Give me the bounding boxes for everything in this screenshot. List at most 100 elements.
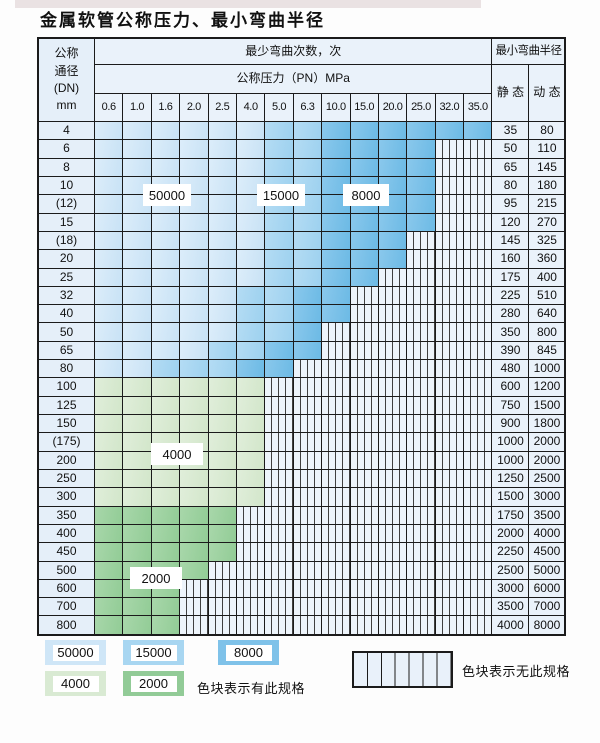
spec-cell-none	[236, 561, 265, 579]
static-radius-cell: 1500	[492, 488, 529, 506]
spec-cell-none	[293, 451, 322, 469]
spec-cell-50000	[123, 305, 151, 323]
spec-cell-50000	[208, 231, 236, 250]
spec-cell-50000	[95, 195, 123, 213]
spec-cell-none	[407, 286, 435, 305]
spec-cell-2000	[151, 543, 180, 561]
spec-cell-none	[236, 506, 265, 524]
spec-cell-15000	[265, 268, 293, 286]
dynamic-radius-cell: 80	[529, 122, 565, 140]
spec-cell-none	[293, 524, 322, 543]
spec-cell-none	[378, 433, 407, 451]
spec-cell-none	[378, 524, 407, 543]
spec-cell-2000	[180, 506, 208, 524]
dn-header: 公称 通径 (DN) mm	[39, 39, 94, 121]
spec-cell-50000	[180, 286, 208, 305]
spec-cell-none	[350, 396, 378, 414]
dynamic-radius-cell: 145	[529, 158, 565, 176]
spec-cell-none	[293, 415, 322, 433]
spec-cell-none	[265, 506, 293, 524]
spec-cell-15000	[265, 140, 293, 158]
spec-cell-none	[350, 561, 378, 579]
spec-cell-none	[378, 415, 407, 433]
spec-cell-50000	[151, 158, 180, 176]
pressure-header: 公称压力（PN）MPa	[95, 65, 492, 93]
spec-cell-4000	[123, 469, 151, 488]
dynamic-radius-cell: 2500	[529, 469, 565, 488]
spec-cell-4000	[151, 378, 180, 396]
dn-cell: 4	[39, 122, 94, 140]
spec-cell-none	[464, 360, 492, 378]
dn-cell: 300	[39, 488, 94, 506]
pressure-col-header: 2.5	[208, 94, 236, 121]
spec-cell-50000	[123, 341, 151, 360]
dn-cell: 50	[39, 323, 94, 341]
spec-cell-4000	[180, 469, 208, 488]
spec-cell-none	[464, 305, 492, 323]
static-radius-cell: 600	[492, 378, 529, 396]
dn-cell: (12)	[39, 195, 94, 213]
band-label-2000: 2000	[130, 567, 182, 589]
spec-cell-none	[464, 158, 492, 176]
spec-cell-4000	[208, 469, 236, 488]
spec-cell-none	[464, 451, 492, 469]
spec-cell-none	[236, 616, 265, 634]
spec-cell-none	[407, 469, 435, 488]
dynamic-radius-cell: 4000	[529, 524, 565, 543]
spec-cell-4000	[208, 378, 236, 396]
spec-cell-8000	[435, 122, 464, 140]
spec-cell-none	[265, 415, 293, 433]
spec-cell-8000	[407, 213, 435, 231]
spec-cell-none	[407, 579, 435, 598]
spec-cell-50000	[208, 250, 236, 268]
legend-no-spec-swatch	[352, 651, 453, 688]
spec-cell-none	[322, 433, 350, 451]
static-radius-cell: 1000	[492, 433, 529, 451]
spec-cell-none	[435, 396, 464, 414]
spec-cell-none	[435, 360, 464, 378]
spec-cell-none	[435, 543, 464, 561]
spec-cell-4000	[95, 451, 123, 469]
dynamic-radius-cell: 1800	[529, 415, 565, 433]
dynamic-radius-cell: 1000	[529, 360, 565, 378]
spec-cell-8000	[293, 305, 322, 323]
pressure-col-header: 6.3	[293, 94, 322, 121]
spec-cell-none	[435, 341, 464, 360]
spec-cell-50000	[180, 231, 208, 250]
spec-cell-4000	[151, 469, 180, 488]
spec-cell-none	[350, 543, 378, 561]
spec-cell-none	[265, 451, 293, 469]
spec-cell-50000	[95, 305, 123, 323]
spec-cell-none	[378, 469, 407, 488]
static-radius-cell: 2250	[492, 543, 529, 561]
spec-cell-none	[208, 561, 236, 579]
dynamic-radius-cell: 3000	[529, 488, 565, 506]
spec-cell-15000	[265, 231, 293, 250]
spec-cell-none	[350, 286, 378, 305]
static-radius-cell: 175	[492, 268, 529, 286]
pressure-col-header: 10.0	[322, 94, 350, 121]
spec-cell-none	[208, 579, 236, 598]
spec-cell-none	[464, 341, 492, 360]
spec-cell-50000	[208, 323, 236, 341]
spec-cell-none	[435, 561, 464, 579]
spec-cell-none	[322, 488, 350, 506]
spec-cell-none	[322, 323, 350, 341]
spec-cell-8000	[322, 286, 350, 305]
spec-cell-none	[208, 616, 236, 634]
spec-cell-50000	[95, 286, 123, 305]
dn-cell: 10	[39, 176, 94, 195]
spec-cell-none	[265, 396, 293, 414]
dynamic-radius-cell: 215	[529, 195, 565, 213]
dn-cell: 500	[39, 561, 94, 579]
spec-cell-8000	[265, 360, 293, 378]
spec-cell-none	[378, 506, 407, 524]
spec-cell-50000	[208, 140, 236, 158]
spec-cell-none	[378, 305, 407, 323]
spec-cell-15000	[293, 140, 322, 158]
spec-cell-none	[236, 598, 265, 616]
spec-cell-none	[378, 341, 407, 360]
spec-cell-4000	[180, 396, 208, 414]
spec-cell-50000	[95, 122, 123, 140]
